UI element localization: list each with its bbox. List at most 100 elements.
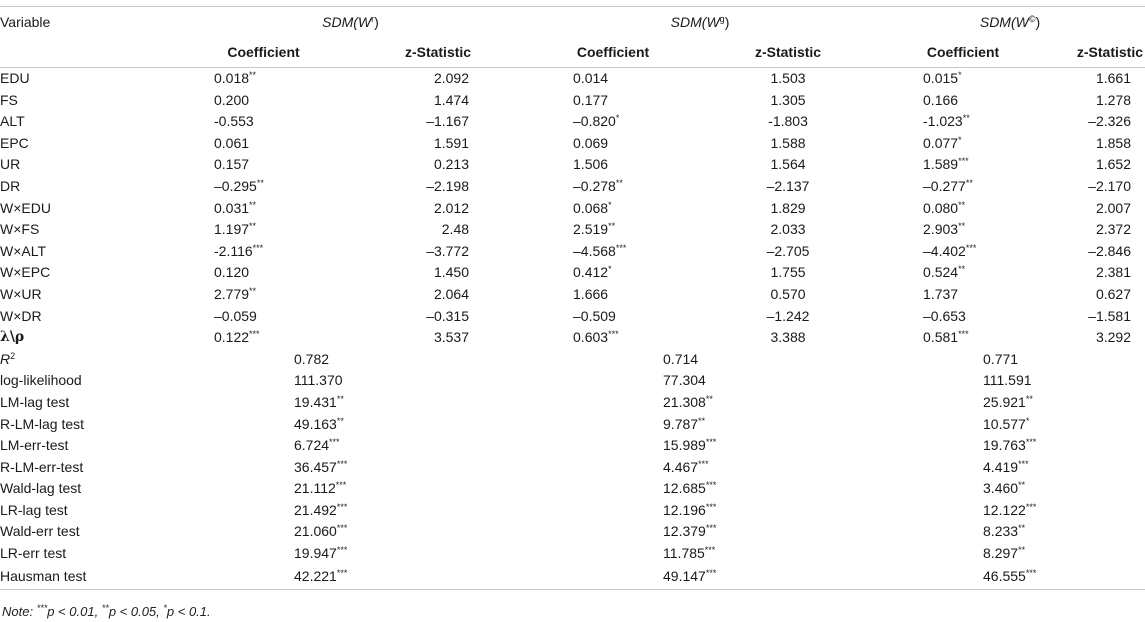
model-label: SDM(W [670,14,720,30]
row-label: LM-err-test [0,437,69,454]
significance-stars: ** [1025,393,1033,404]
row-label: LM-lag test [0,393,70,410]
model-header-r: SDM(Wr) [176,7,525,38]
stat-value-cell: 111.591 [875,370,1145,392]
significance-stars: ** [249,285,257,296]
row-label: λ\ρ [0,329,25,346]
significance-stars: *** [958,156,969,167]
cell-value: 3.537 [433,329,470,346]
cell-value: 12.122 [983,501,1026,518]
significance-stars: *** [252,242,264,253]
stat-value-cell: 0.714 [525,349,875,371]
coefficient-cell: 0.077* [875,133,1051,155]
cell-value: 1.588 [770,134,806,151]
significance-stars: *** [705,437,717,448]
zstat-cell: 3.292 [1051,327,1145,349]
cell-value: 2.064 [433,285,470,302]
cell-value: 1.564 [770,156,806,173]
significance-stars: ** [249,199,257,210]
zstat-cell: 1.858 [1051,133,1145,155]
coefficient-cell: 0.068* [525,198,701,220]
stat-value-cell: 8.233** [875,521,1145,543]
cell-value: 2.903 [923,221,959,238]
zstat-cell: –0.315 [351,306,525,328]
coefficient-header: Coefficient [875,37,1052,68]
significance-stars: *** [965,242,977,253]
cell-value: –0.059 [214,307,257,324]
row-label: R2 [0,350,16,367]
cell-value: -0.553 [214,113,254,130]
stat-value-cell: 15.989*** [525,435,875,457]
cell-value: 2.092 [433,70,470,86]
cell-value: –2.170 [1088,177,1132,194]
cell-value: 0.570 [770,285,806,302]
coefficient-cell: 1.506 [525,154,701,176]
cell-value: –0.315 [426,307,470,324]
significance-stars: ** [608,221,616,232]
zstat-cell: 1.588 [701,133,875,155]
zstat-cell: 1.755 [701,262,875,284]
zstat-cell: –1.581 [1051,306,1145,328]
cell-value: 1.666 [573,285,609,302]
zstat-cell: 2.48 [351,219,525,241]
coefficient-header: Coefficient [525,37,702,68]
model-label: SDM(W [322,14,372,30]
cell-value: 2.48 [441,221,470,238]
cell-value: 2.012 [433,199,470,216]
stat-value-cell: 19.763*** [875,435,1145,457]
stat-value-cell: 49.163** [176,414,525,436]
cell-value: 12.685 [663,480,706,497]
table-row: W×EDU 0.031** 2.012 0.068* 1.829 0.080** 2.007 [0,198,1145,220]
cell-value: –1.167 [426,113,470,130]
model-sup: g [719,14,725,24]
zstat-cell: 1.829 [701,198,875,220]
significance-stars: ** [958,264,966,275]
stat-value-cell: 46.555*** [875,564,1145,590]
stat-value-cell: 77.304 [525,370,875,392]
table-row: λ\ρ 0.122*** 3.537 0.603*** 3.388 0.581*** 3.2… [0,327,1145,349]
coefficient-cell: 0.031** [176,198,351,220]
coefficient-cell: 2.519** [525,219,701,241]
zstat-cell: 0.213 [351,154,525,176]
coefficient-cell: -2.116*** [176,241,351,263]
cell-value: 11.785 [663,545,705,562]
significance-stars: *** [336,458,348,469]
zstat-cell: 1.305 [701,90,875,112]
cell-value: –1.242 [766,307,810,324]
row-label: LR-lag test [0,501,68,518]
significance-stars: *** [705,523,717,534]
cell-value: 0.782 [294,350,330,367]
label-sup: 2 [10,350,16,361]
zstat-cell: 3.388 [701,327,875,349]
stat-value-cell: 12.685*** [525,478,875,500]
significance-stars: ** [962,113,970,124]
stat-value-cell: 0.782 [176,349,525,371]
zstat-cell: 2.092 [351,68,525,90]
cell-value: 0.061 [214,134,250,151]
coefficient-cell: 0.015* [875,68,1051,90]
zstat-cell: –2.198 [351,176,525,198]
zstat-cell: 1.661 [1051,68,1145,90]
cell-value: –4.402 [923,242,966,259]
stat-value-cell: 8.297** [875,543,1145,565]
significance-stars: ** [1018,523,1026,534]
cell-value: –0.295 [214,177,257,194]
note-text: p < 0.05, [108,604,164,619]
zstat-cell: 1.450 [351,262,525,284]
zstat-cell: -1.803 [701,111,875,133]
cell-value: 1.737 [923,285,959,302]
row-label: W×ALT [0,242,47,259]
cell-value: 3.388 [770,329,806,346]
significance-stars: ** [965,177,973,188]
cell-value: –0.820 [573,113,616,130]
cell-value: 19.431 [294,393,337,410]
significance-stars: *** [698,458,709,469]
row-label: UR [0,156,21,173]
cell-value: 2.007 [1095,199,1132,216]
coefficient-cell: 1.589*** [875,154,1051,176]
note-text: p < 0.1. [166,604,211,619]
coefficient-cell: 0.069 [525,133,701,155]
cell-value: 19.947 [294,545,337,562]
cell-value: 3.460 [983,480,1019,497]
significance-stars: *** [1025,437,1037,448]
